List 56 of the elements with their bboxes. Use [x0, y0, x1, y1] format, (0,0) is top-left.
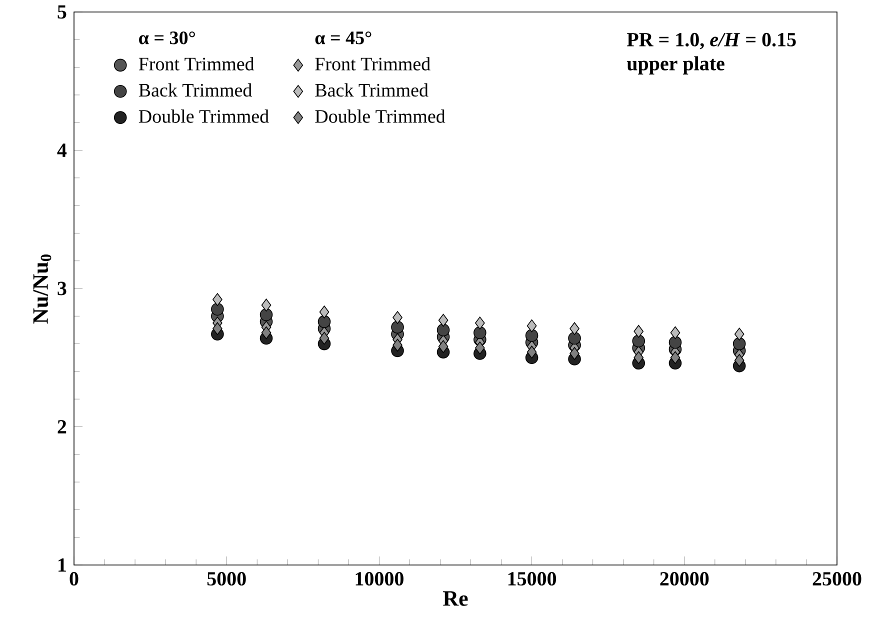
- point: [475, 342, 485, 354]
- x-tick-label: 20000: [660, 572, 709, 586]
- annotation: α = 45°: [315, 31, 372, 44]
- point: [438, 314, 448, 327]
- y-tick-label: 5: [58, 5, 66, 19]
- point: [261, 326, 272, 340]
- point: [212, 322, 222, 335]
- x-tick-label: 25000: [812, 572, 862, 586]
- point: [436, 324, 450, 336]
- x-tick-label: 5000: [207, 572, 246, 586]
- point: [670, 326, 680, 340]
- legend-label: Double Trimmed: [138, 109, 269, 123]
- x-tick-label: 0: [70, 572, 78, 586]
- point: [319, 332, 330, 345]
- x-tick-label: 10000: [356, 572, 404, 586]
- annotation: upper plate: [626, 56, 724, 74]
- y-axis-title: Nu/Nu$_{0}$: [33, 254, 52, 324]
- point: [732, 337, 746, 350]
- point: [632, 334, 646, 348]
- y-tick-label: 2: [58, 420, 66, 434]
- point: [525, 329, 538, 342]
- point: [568, 332, 581, 345]
- point: [392, 311, 402, 324]
- point: [734, 354, 744, 367]
- point: [734, 328, 744, 341]
- legend-label: Double Trimmed: [315, 109, 446, 123]
- x-axis-title: Re: [443, 591, 468, 606]
- point: [570, 322, 580, 335]
- point: [570, 347, 580, 360]
- point: [526, 319, 537, 332]
- annotation: PR = 1.0, e/H = 0.15: [626, 32, 796, 50]
- point: [212, 293, 222, 306]
- point: [211, 302, 224, 316]
- point: [392, 338, 402, 352]
- legend-label: Front Trimmed: [315, 57, 430, 70]
- point: [634, 351, 644, 364]
- legend-label: Front Trimmed: [138, 57, 254, 70]
- annotation: α = 30°: [139, 31, 195, 44]
- point: [634, 324, 644, 338]
- point: [319, 306, 330, 318]
- y-tick-label: 4: [57, 144, 67, 157]
- y-tick-label: 1: [58, 558, 66, 572]
- point: [438, 340, 448, 353]
- legend-label: Back Trimmed: [138, 83, 252, 97]
- point: [260, 308, 273, 322]
- point: [391, 320, 404, 334]
- point: [475, 316, 485, 330]
- point: [526, 346, 537, 358]
- y-tick-label: 3: [58, 282, 66, 296]
- point: [261, 298, 272, 312]
- legend-label: Back Trimmed: [315, 83, 428, 97]
- point: [668, 336, 682, 349]
- x-tick-label: 15000: [508, 572, 556, 586]
- point: [318, 315, 331, 328]
- point: [670, 351, 680, 364]
- point: [474, 326, 486, 340]
